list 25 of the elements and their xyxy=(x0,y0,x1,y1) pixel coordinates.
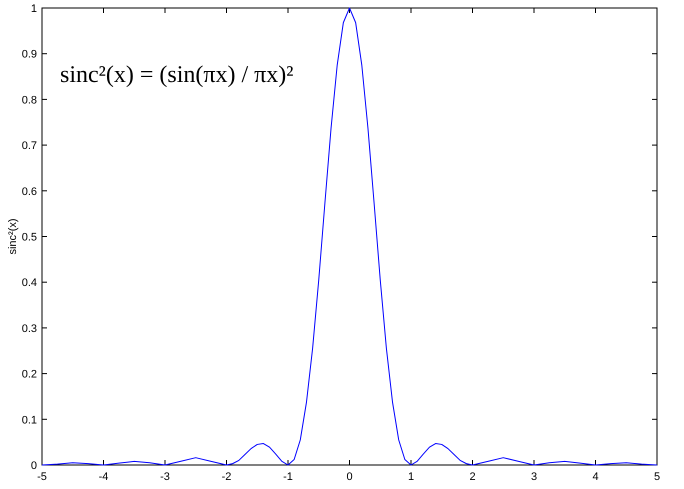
y-tick-label: 1 xyxy=(30,3,37,15)
x-tick-label: -1 xyxy=(283,471,293,483)
x-tick-label: -2 xyxy=(222,471,232,483)
y-tick-label: 0.1 xyxy=(22,414,37,426)
x-tick-label: 4 xyxy=(592,471,599,483)
x-tick-label: 3 xyxy=(530,471,538,483)
x-tick-label: 5 xyxy=(654,471,660,483)
x-tick-label: 1 xyxy=(408,471,414,483)
y-tick-label: 0.9 xyxy=(22,48,37,61)
y-tick-label: 0.6 xyxy=(22,186,37,198)
annotation: sinc²(x) = (sin(πx) / πx)² xyxy=(60,62,294,88)
y-tick-label: 0.5 xyxy=(22,232,37,244)
y-tick-label: 0.7 xyxy=(22,140,37,152)
y-tick-label: 0.4 xyxy=(22,277,37,290)
x-tick-label: 0 xyxy=(346,471,353,483)
line-series xyxy=(42,8,658,466)
y-tick-label: 0 xyxy=(30,460,37,472)
y-axis-title: sinc²(x) xyxy=(7,218,19,255)
x-tick-label: 2 xyxy=(469,471,476,483)
x-tick-label: -5 xyxy=(37,471,47,483)
x-tick-label: -3 xyxy=(160,471,170,483)
x-tick-label: -4 xyxy=(98,471,108,483)
y-tick-label: 0.2 xyxy=(22,368,37,381)
y-tick-label: 0.8 xyxy=(22,94,37,106)
y-tick-label: 0.3 xyxy=(22,322,37,335)
